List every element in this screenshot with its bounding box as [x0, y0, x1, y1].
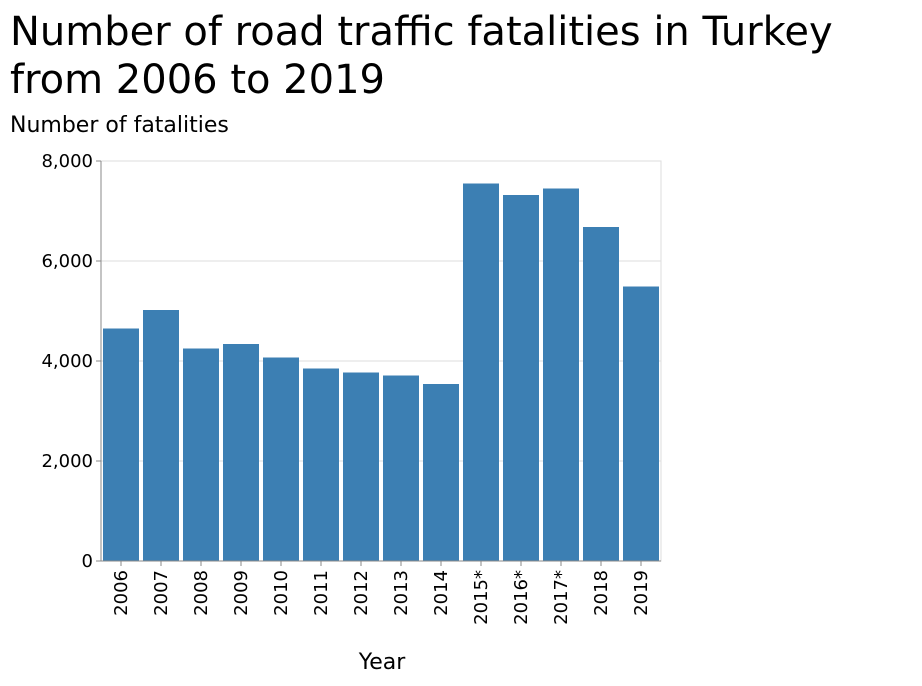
chart-title: Number of road traffic fatalities in Tur…: [10, 9, 833, 103]
y-tick-label: 6,000: [41, 251, 93, 272]
y-axis-label: Number of fatalities: [10, 113, 229, 138]
x-tick-label: 2009: [231, 570, 252, 616]
x-tick-label: 2007: [151, 570, 172, 616]
bar: [343, 372, 379, 561]
y-tick-label: 0: [82, 551, 93, 572]
bar: [263, 357, 299, 561]
x-tick-label: 2006: [111, 570, 132, 616]
y-tick-label: 2,000: [41, 451, 93, 472]
x-axis-label: Year: [358, 650, 407, 675]
bar: [223, 344, 259, 561]
bar: [103, 328, 139, 561]
x-tick-label: 2008: [191, 570, 212, 616]
bar: [143, 310, 179, 561]
y-tick-label: 8,000: [41, 151, 93, 172]
y-tick-label: 4,000: [41, 351, 93, 372]
bar: [423, 384, 459, 561]
x-tick-label: 2012: [351, 570, 372, 616]
bar: [623, 286, 659, 561]
bar: [303, 368, 339, 561]
x-tick-label: 2014: [431, 570, 452, 616]
x-tick-label: 2019: [631, 570, 652, 616]
bar: [583, 227, 619, 561]
x-tick-label: 2010: [271, 570, 292, 616]
x-tick-label: 2011: [311, 570, 332, 616]
bar: [183, 348, 219, 561]
x-tick-label: 2013: [391, 570, 412, 616]
x-tick-label: 2015*: [471, 570, 492, 625]
bar: [383, 375, 419, 561]
bar: [503, 195, 539, 561]
x-tick-label: 2018: [591, 570, 612, 616]
x-tick-label: 2017*: [551, 570, 572, 625]
bar: [543, 188, 579, 561]
bar: [463, 183, 499, 561]
x-tick-label: 2016*: [511, 570, 532, 625]
